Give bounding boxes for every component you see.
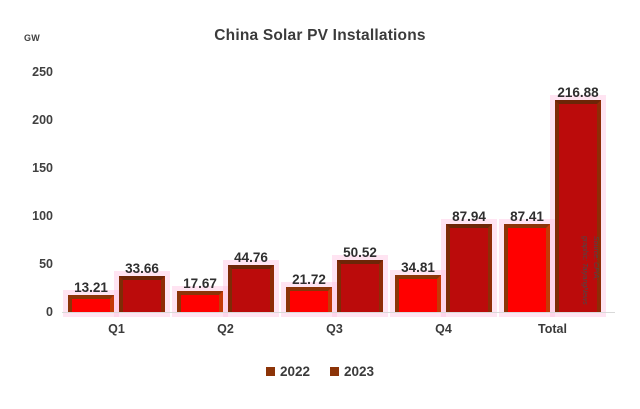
- bar-group-bars: 87.41 216.88: [498, 72, 607, 312]
- legend-label: 2022: [279, 364, 310, 379]
- bar-value-label: 50.52: [343, 244, 377, 260]
- plot-area: 0 50 100 150 200 250 13.21 33.66 Q1 17.67 44.76 Q2 2…: [32, 65, 607, 336]
- bar-value-label: 17.67: [183, 276, 217, 292]
- bar-2022-Q4[interactable]: 34.81: [395, 260, 441, 312]
- bar-value-label: 13.21: [74, 280, 108, 296]
- y-axis-tick-label: 0: [46, 305, 53, 319]
- legend-item-2022[interactable]: 2022: [265, 364, 310, 379]
- chart-title: China Solar PV Installations: [214, 27, 426, 44]
- bar-2022-Q2[interactable]: 17.67: [177, 276, 223, 312]
- legend-item-2023[interactable]: 2023: [330, 364, 374, 379]
- bar-group-bars: 21.72 50.52: [280, 72, 389, 312]
- x-axis-category-label: Total: [538, 322, 567, 336]
- bar-group-bars: 13.21 33.66: [62, 72, 171, 312]
- bar-2022-Q3[interactable]: 21.72: [286, 272, 332, 312]
- source-line-2: graphic: TaiyangNews: [581, 236, 589, 305]
- bar-2022-Total[interactable]: 87.41: [504, 209, 550, 312]
- bar-slot: 216.88: [555, 85, 601, 312]
- y-axis-tick-label: 50: [39, 257, 53, 271]
- y-axis-tick-label: 100: [32, 209, 53, 223]
- bar-slot: 13.21: [68, 280, 114, 312]
- bar-group: 87.41 216.88 Total: [498, 72, 607, 336]
- bar-slot: 44.76: [228, 250, 274, 312]
- bar-value-label: 21.72: [292, 272, 326, 288]
- bar-value-label: 34.81: [401, 259, 435, 275]
- bar-group: 34.81 87.94 Q4: [389, 72, 498, 336]
- legend-label: 2023: [344, 364, 375, 379]
- bar-group: 13.21 33.66 Q1: [62, 72, 171, 336]
- x-axis-line: [62, 312, 615, 313]
- bar-group: 21.72 50.52 Q3: [280, 72, 389, 336]
- bar-slot: 87.41: [504, 209, 550, 312]
- bar-slot: 34.81: [395, 260, 441, 312]
- bar-2023-Q3[interactable]: 50.52: [337, 245, 383, 312]
- x-axis-category-label: Q2: [217, 322, 234, 336]
- bar-2023-Total[interactable]: 216.88: [555, 85, 601, 312]
- bar-value-label: 87.94: [452, 208, 486, 224]
- bar-group-bars: 34.81 87.94: [389, 72, 498, 312]
- bar-slot: 21.72: [286, 272, 332, 312]
- x-axis-category-label: Q3: [326, 322, 343, 336]
- bar-value-label: 216.88: [557, 84, 599, 100]
- chart-legend: 2022 2023: [0, 364, 640, 379]
- legend-swatch-icon: [265, 367, 275, 376]
- x-axis-category-label: Q1: [108, 322, 125, 336]
- bar-2022-Q1[interactable]: 13.21: [68, 280, 114, 312]
- bar-slot: 50.52: [337, 245, 383, 312]
- y-axis-tick-label: 150: [32, 161, 53, 175]
- y-axis-tick-label: 250: [32, 65, 53, 79]
- bar-value-label: 44.76: [234, 250, 268, 266]
- bar-2023-Q4[interactable]: 87.94: [446, 209, 492, 312]
- bar-2023-Q2[interactable]: 44.76: [228, 250, 274, 312]
- bar-slot: 17.67: [177, 276, 223, 312]
- source-credit: Source: CPIA; graphic: TaiyangNews: [578, 236, 600, 332]
- source-line-1: Source: CPIA;: [592, 236, 599, 281]
- bar-slot: 87.94: [446, 209, 492, 312]
- bar-value-label: 87.41: [510, 209, 544, 225]
- bar-value-label: 33.66: [125, 260, 159, 276]
- bar-group-bars: 17.67 44.76: [171, 72, 280, 312]
- legend-swatch-icon: [330, 367, 339, 376]
- y-axis-tick-label: 200: [32, 113, 53, 127]
- bar-slot: 33.66: [119, 261, 165, 312]
- bar-group: 17.67 44.76 Q2: [171, 72, 280, 336]
- y-axis-unit-label: GW: [24, 33, 41, 43]
- bar-2023-Q1[interactable]: 33.66: [119, 261, 165, 312]
- x-axis-category-label: Q4: [435, 322, 452, 336]
